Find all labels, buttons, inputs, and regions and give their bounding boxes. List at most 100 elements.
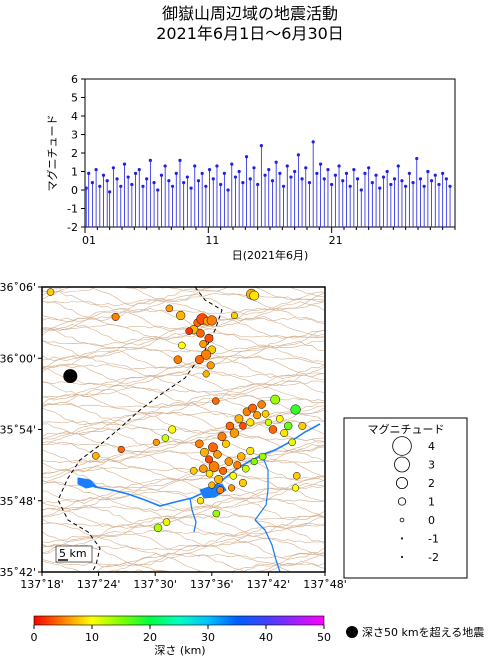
mt-point bbox=[415, 156, 419, 161]
mt-point bbox=[215, 164, 219, 168]
map-lat-label: 35˚54' bbox=[0, 424, 36, 437]
mt-point bbox=[204, 184, 208, 188]
mt-point bbox=[274, 160, 278, 164]
colorbar-tick-label: 50 bbox=[317, 631, 331, 644]
epicenter bbox=[219, 466, 228, 475]
epicenter bbox=[237, 452, 246, 461]
map-lat-label: 35˚48' bbox=[0, 495, 36, 508]
mt-point bbox=[359, 188, 363, 192]
mt-point bbox=[400, 179, 404, 183]
epicenter bbox=[111, 312, 120, 321]
epicenter bbox=[248, 403, 257, 413]
mt-point bbox=[374, 173, 378, 177]
map-lon-label: 137˚48' bbox=[303, 578, 347, 591]
epicenter bbox=[253, 411, 262, 420]
map-lon-label: 137˚42' bbox=[247, 578, 291, 591]
mt-point bbox=[148, 158, 152, 162]
epicenter bbox=[208, 481, 216, 489]
mt-point bbox=[300, 177, 304, 181]
legend-symbol bbox=[399, 517, 405, 523]
mt-point bbox=[348, 184, 352, 188]
mt-point bbox=[130, 182, 134, 187]
mt-point bbox=[200, 171, 204, 175]
mt-point bbox=[411, 181, 415, 185]
colorbar-tick-label: 0 bbox=[31, 631, 38, 644]
epicenter bbox=[275, 415, 284, 423]
contour-line bbox=[42, 397, 325, 417]
contour-line bbox=[42, 410, 325, 430]
mt-point bbox=[444, 177, 448, 181]
epicenter bbox=[199, 464, 208, 473]
mt-point bbox=[174, 171, 178, 175]
mt-point bbox=[119, 184, 123, 188]
epicenter bbox=[196, 329, 205, 338]
epicenter bbox=[228, 484, 236, 492]
epicenter bbox=[214, 474, 224, 484]
epicenter bbox=[298, 421, 307, 430]
map-longitude-axis: 137˚18' 137˚24' 137˚30' 137˚36' 137˚42' 137˚4… bbox=[20, 572, 347, 591]
legend-entry-label: 2 bbox=[428, 477, 435, 490]
map-lat-label: 35˚42' bbox=[0, 566, 36, 579]
mt-point bbox=[141, 184, 145, 188]
mt-point bbox=[363, 171, 367, 175]
contour-line bbox=[42, 374, 325, 396]
contour-line bbox=[42, 499, 325, 520]
mt-point bbox=[318, 162, 323, 166]
contour-line bbox=[42, 522, 325, 542]
epicenters bbox=[46, 288, 307, 533]
mt-point bbox=[344, 171, 349, 175]
contour-line bbox=[42, 458, 325, 479]
mt-y-tick-label: 1 bbox=[71, 166, 78, 179]
epicenter bbox=[225, 421, 235, 431]
contour-line bbox=[42, 420, 325, 440]
colorbar-tick-label: 40 bbox=[259, 631, 273, 644]
mt-y-axis: -2 -1 0 1 2 3 4 5 6 bbox=[67, 73, 85, 234]
contour-line bbox=[42, 482, 325, 504]
mt-point bbox=[84, 186, 88, 190]
epicenter bbox=[206, 361, 215, 370]
epicenter bbox=[208, 442, 218, 453]
deep-event-legend-marker bbox=[346, 626, 358, 638]
epicenter bbox=[216, 486, 225, 494]
mt-point bbox=[152, 181, 156, 185]
mt-y-tick-label: 3 bbox=[71, 129, 78, 142]
contour-line bbox=[42, 435, 325, 457]
epicenter bbox=[249, 290, 260, 301]
contour-line bbox=[42, 287, 325, 303]
mt-point bbox=[226, 188, 230, 192]
mt-point bbox=[111, 166, 115, 170]
mt-point bbox=[307, 181, 312, 185]
epicenter bbox=[168, 425, 177, 434]
mt-x-label: 日(2021年6月) bbox=[232, 248, 309, 262]
mt-point bbox=[252, 166, 256, 170]
mt-point bbox=[87, 171, 91, 175]
epicenter bbox=[261, 410, 270, 418]
mt-point bbox=[381, 175, 386, 179]
epicenter bbox=[230, 311, 238, 320]
mt-point bbox=[437, 182, 441, 187]
mt-point bbox=[385, 169, 389, 174]
mt-y-tick-label: 6 bbox=[71, 73, 78, 86]
colorbar-tick-label: 30 bbox=[201, 631, 215, 644]
mt-point bbox=[115, 177, 119, 181]
epicenter bbox=[292, 484, 300, 492]
mt-point bbox=[185, 175, 189, 179]
mt-point bbox=[244, 155, 249, 159]
epicenter bbox=[201, 349, 212, 360]
mt-point bbox=[367, 166, 371, 170]
mt-point bbox=[326, 168, 330, 172]
epicenter bbox=[162, 518, 171, 526]
terrain-contours bbox=[42, 287, 325, 572]
legend-symbol bbox=[400, 537, 404, 540]
colorbar-tick-label: 10 bbox=[85, 631, 99, 644]
mt-y-tick-label: -2 bbox=[67, 221, 78, 234]
contour-line bbox=[42, 413, 325, 435]
legend-entry-label: 1 bbox=[428, 496, 435, 509]
mt-y-tick-label: 2 bbox=[71, 147, 78, 160]
mt-y-tick-label: 4 bbox=[71, 110, 78, 123]
river-west bbox=[77, 477, 98, 489]
legend-title: マグニチュード bbox=[368, 422, 445, 436]
mt-point bbox=[278, 171, 282, 175]
legend-symbol bbox=[394, 456, 410, 473]
